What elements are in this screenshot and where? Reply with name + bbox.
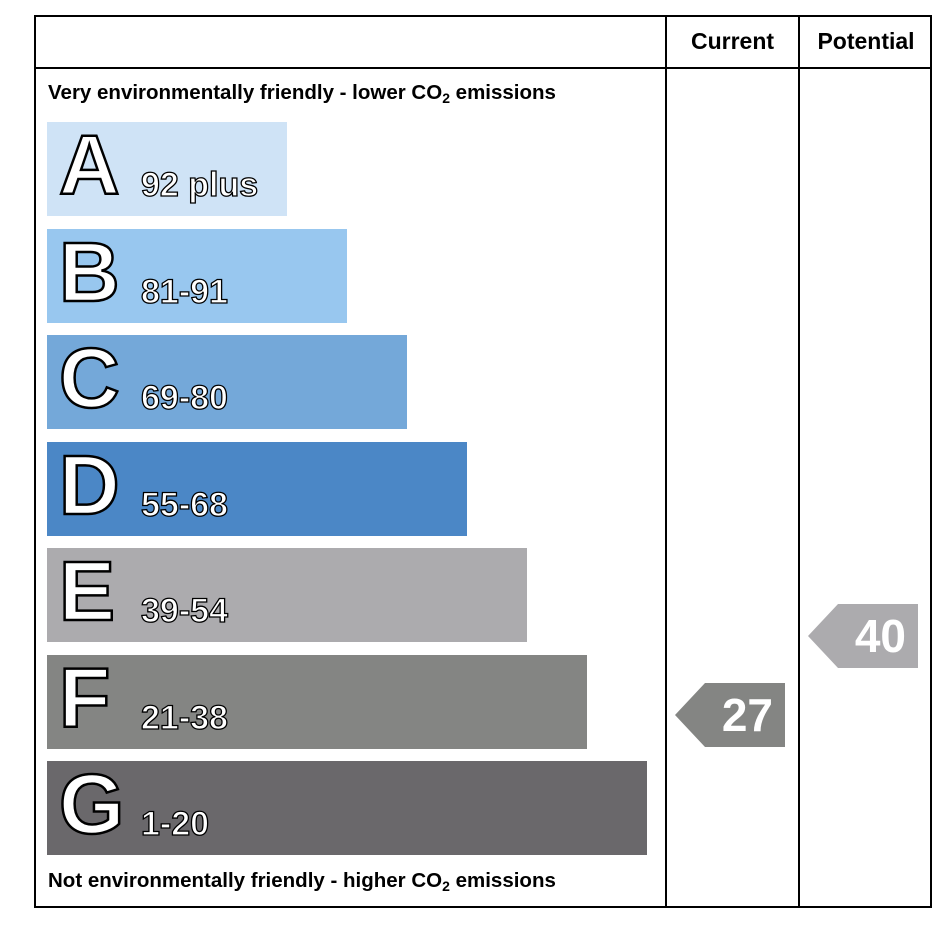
top-caption-tail: emissions bbox=[449, 81, 556, 104]
band-a: A 92 plus bbox=[47, 117, 287, 216]
chart-frame bbox=[34, 15, 932, 908]
current-rating-value: 27 bbox=[721, 689, 773, 741]
current-marker-arrow bbox=[675, 683, 785, 747]
band-letter: D bbox=[58, 437, 121, 534]
band-letter: B bbox=[58, 224, 121, 321]
band-letter: E bbox=[58, 543, 117, 640]
band-range-label: 69-80 bbox=[140, 379, 228, 417]
header-divider bbox=[34, 67, 932, 69]
potential-rating-value: 40 bbox=[854, 610, 906, 662]
bottom-caption-text: Not environmentally friendly - higher CO bbox=[48, 869, 443, 892]
potential-column-header: Potential bbox=[817, 28, 915, 54]
band-f: F 21-38 bbox=[47, 650, 587, 749]
bottom-caption-tail: emissions bbox=[449, 869, 556, 892]
band-d: D 55-68 bbox=[47, 437, 467, 536]
column-divider-current bbox=[665, 15, 667, 908]
column-divider-potential bbox=[798, 15, 800, 908]
band-letter: A bbox=[58, 117, 121, 214]
band-range-label: 81-91 bbox=[140, 273, 228, 311]
band-range-label: 21-38 bbox=[140, 699, 228, 737]
band-range-label: 1-20 bbox=[140, 805, 210, 843]
band-b: B 81-91 bbox=[47, 224, 347, 323]
bottom-caption: Not environmentally friendly - higher CO… bbox=[48, 869, 556, 893]
current-column-header: Current bbox=[690, 28, 775, 54]
band-e: E 39-54 bbox=[47, 543, 527, 642]
band-letter: G bbox=[58, 756, 126, 853]
band-g: G 1-20 bbox=[47, 756, 647, 855]
band-letter: C bbox=[58, 330, 121, 427]
bottom-caption-subscript: 2 bbox=[442, 878, 450, 894]
potential-marker-arrow bbox=[808, 604, 918, 668]
current-rating-marker: 27 bbox=[675, 683, 785, 747]
band-letter: F bbox=[58, 650, 112, 747]
top-caption-subscript: 2 bbox=[442, 90, 450, 106]
band-range-label: 92 plus bbox=[140, 166, 259, 204]
potential-rating-marker: 40 bbox=[808, 604, 918, 668]
band-range-label: 39-54 bbox=[140, 592, 228, 630]
band-c: C 69-80 bbox=[47, 330, 407, 429]
band-range-label: 55-68 bbox=[140, 486, 228, 524]
top-caption: Very environmentally friendly - lower CO… bbox=[48, 81, 556, 105]
top-caption-text: Very environmentally friendly - lower CO bbox=[48, 81, 443, 104]
